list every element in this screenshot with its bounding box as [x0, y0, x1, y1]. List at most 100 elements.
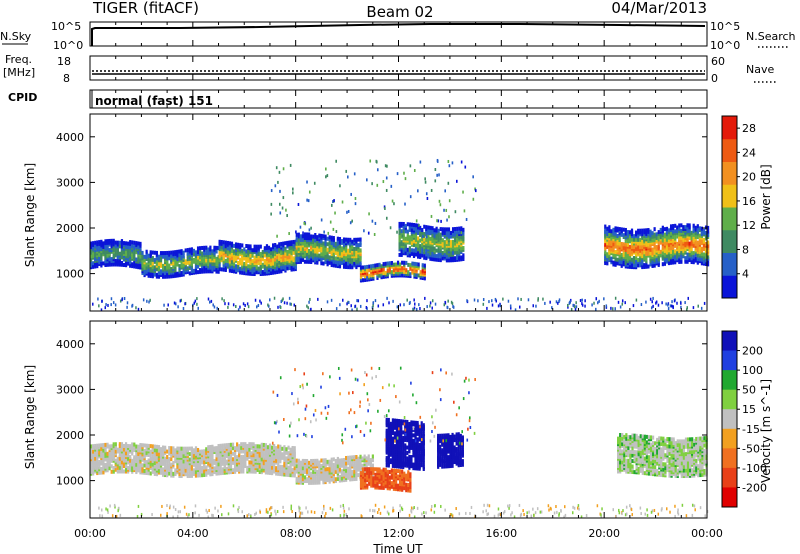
velocity-cell: [295, 469, 298, 474]
velocity-cell: [96, 465, 99, 470]
power-cell: [135, 248, 138, 253]
velocity-cell: [120, 465, 124, 470]
power-cell: [349, 237, 352, 242]
velocity-cell: [147, 471, 150, 476]
power-cell: [690, 230, 693, 235]
velocity-cell: [127, 449, 130, 454]
power-cell: [707, 240, 710, 245]
power-cell: [421, 249, 424, 254]
power-cell: [253, 244, 256, 249]
power-scatter: [339, 184, 341, 188]
power-scatter: [391, 199, 394, 203]
velocity-cell: [143, 463, 146, 468]
power-cell: [338, 236, 342, 241]
velocity-cell: [192, 448, 196, 453]
velocity-cell: [250, 442, 253, 447]
power-cell: [419, 270, 422, 275]
velocity-cell: [264, 448, 268, 453]
power-noise: [177, 305, 179, 309]
power-noise: [97, 297, 99, 301]
power-cell: [635, 237, 638, 242]
power-scatter: [448, 199, 451, 203]
power-noise: [652, 296, 654, 300]
power-cell: [301, 234, 305, 239]
velocity-cell: [268, 458, 272, 463]
power-cell: [680, 250, 683, 255]
power-cell: [696, 224, 699, 229]
power-cell: [616, 241, 619, 246]
power-cell: [253, 272, 256, 277]
velocity-cell: [318, 460, 321, 465]
velocity-cell: [238, 444, 241, 449]
power-noise: [549, 300, 551, 304]
power-scatter: [363, 229, 365, 233]
power-cell: [215, 249, 218, 254]
velocity-cell: [367, 454, 370, 459]
power-scatter: [374, 221, 377, 225]
velocity-cell: [139, 464, 142, 469]
velocity-cell: [207, 445, 210, 450]
power-scatter: [299, 225, 302, 229]
power-cell: [308, 232, 311, 237]
power-cell: [672, 258, 675, 263]
power-cell: [645, 251, 648, 256]
power-cell: [108, 257, 111, 262]
power-cell: [433, 228, 436, 233]
power-cell: [409, 263, 412, 268]
power-cell: [704, 234, 708, 239]
velocity-cell: [330, 461, 333, 466]
power-noise: [450, 300, 453, 304]
power-cell: [417, 262, 420, 267]
power-cell: [423, 237, 426, 242]
power-cell: [412, 248, 416, 253]
velocity-cell: [268, 449, 272, 454]
power-cell: [151, 250, 154, 255]
velocity-cell: [336, 456, 339, 461]
velocity-cell: [188, 464, 191, 469]
power-cell: [451, 227, 455, 232]
power-cell: [421, 263, 424, 268]
velocity-cell: [124, 467, 128, 472]
power-scatter: [451, 161, 454, 165]
power-colorbar-tick-label: 8: [742, 243, 749, 256]
velocity-cell: [188, 446, 191, 451]
power-cell: [451, 232, 455, 237]
power-noise: [447, 299, 449, 303]
power-cell: [419, 249, 422, 254]
power-cell: [366, 264, 369, 269]
power-cell: [263, 246, 266, 251]
power-cell: [406, 247, 409, 252]
power-cell: [94, 240, 97, 245]
power-cell: [698, 257, 701, 262]
velocity-cell: [279, 468, 282, 473]
power-scatter: [447, 159, 450, 163]
power-scatter: [430, 214, 433, 218]
power-cell: [114, 240, 117, 245]
power-cell: [635, 259, 638, 264]
velocity-cell: [92, 444, 95, 449]
power-cell: [272, 252, 275, 257]
power-cell: [218, 250, 221, 255]
velocity-cell: [122, 447, 126, 452]
power-noise: [114, 303, 117, 307]
velocity-cell: [334, 462, 337, 467]
power-cell: [399, 262, 402, 267]
power-cell: [203, 256, 206, 261]
velocity-cell: [190, 464, 193, 469]
power-cell: [417, 223, 420, 228]
velocity-cell: [277, 448, 280, 453]
power-cell: [182, 263, 185, 268]
velocity-cell: [98, 450, 101, 455]
velocity-cell: [219, 456, 222, 461]
power-noise: [235, 304, 237, 308]
power-noise: [356, 307, 358, 311]
power-noise: [409, 300, 411, 304]
power-panel-frame: [89, 113, 708, 312]
velocity-cell: [371, 454, 374, 459]
power-cell: [228, 257, 232, 262]
power-cell: [427, 254, 430, 259]
power-cell: [338, 240, 342, 245]
power-cell: [347, 261, 350, 266]
power-cell: [610, 232, 613, 237]
power-cell: [614, 257, 617, 262]
